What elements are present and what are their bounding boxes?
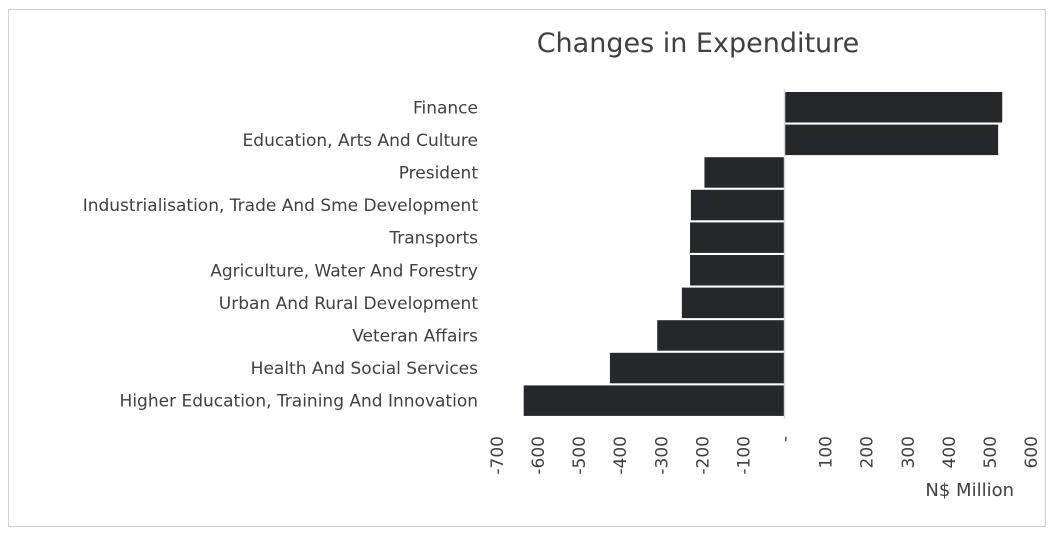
bar-10 — [523, 385, 785, 416]
bar-9 — [609, 352, 785, 384]
bar-6 — [690, 255, 785, 286]
category-label: Industrialisation, Trade And Sme Develop… — [83, 196, 479, 216]
category-label: Transports — [388, 229, 478, 249]
bar-3 — [704, 157, 785, 188]
x-tick-label: 600 — [1022, 436, 1042, 468]
x-tick-label: -700 — [488, 436, 508, 475]
x-tick-label: -100 — [734, 436, 754, 475]
bar-8 — [657, 320, 785, 351]
x-tick-label: 100 — [817, 436, 837, 468]
bar-7 — [681, 287, 785, 319]
category-label: Education, Arts And Culture — [243, 131, 478, 151]
chart-title: Changes in Expenditure — [536, 28, 860, 59]
x-tick-label: -300 — [652, 436, 672, 475]
category-label: Health And Social Services — [251, 359, 478, 379]
x-tick-label: 400 — [940, 436, 960, 468]
x-tick-label: -200 — [693, 436, 713, 475]
category-label: President — [399, 163, 479, 183]
x-tick-label: 300 — [899, 436, 919, 468]
x-tick-label: 500 — [981, 436, 1001, 468]
category-label: Veteran Affairs — [352, 326, 478, 346]
x-tick-label: -600 — [529, 436, 549, 475]
bar-4 — [690, 189, 785, 221]
category-label: Higher Education, Training And Innovatio… — [120, 392, 478, 412]
bar-2 — [784, 124, 999, 156]
bar-1 — [784, 92, 1003, 123]
x-tick-label: 200 — [858, 436, 878, 468]
category-label: Urban And Rural Development — [219, 294, 479, 314]
x-axis-title: N$ Million — [925, 480, 1014, 501]
x-tick-label: - — [776, 436, 796, 442]
category-label: Finance — [413, 98, 478, 118]
x-tick-label: -400 — [611, 436, 631, 475]
x-tick-label: -500 — [570, 436, 590, 475]
bar-5 — [690, 222, 785, 253]
category-label: Agriculture, Water And Forestry — [210, 261, 478, 281]
